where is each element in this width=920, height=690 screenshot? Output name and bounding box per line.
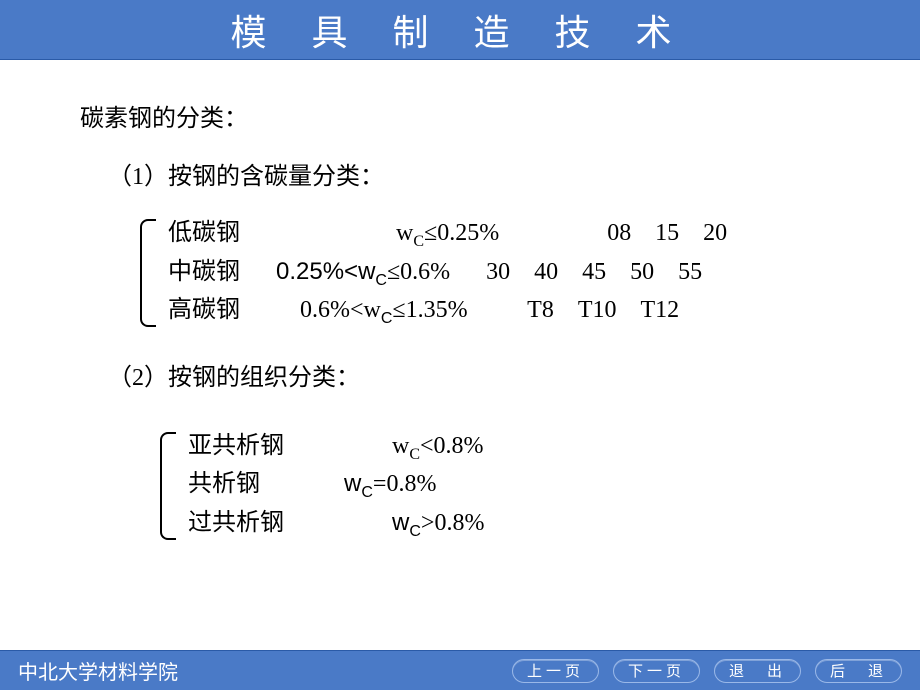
cond-post: ≤1.35%	[392, 297, 467, 323]
cond-post: =0.8%	[373, 471, 437, 497]
cond-sub: C	[409, 445, 420, 462]
slide-content: 碳素钢的分类： （1）按钢的含碳量分类： 低碳钢 wC≤0.25% 08 15 …	[0, 60, 920, 592]
cond-post: <0.8%	[420, 433, 484, 459]
page-title: 模 具 制 造 技 术	[230, 4, 689, 56]
steel-name: 亚共析钢	[188, 433, 284, 459]
cond-pre: w	[344, 470, 361, 497]
spacer	[246, 220, 390, 246]
row-hypoeutectoid: 亚共析钢 wC<0.8%	[188, 428, 840, 467]
cond-sub: C	[413, 233, 424, 250]
back-button[interactable]: 后 退	[815, 659, 902, 683]
cond-pre: w	[392, 509, 409, 536]
footer-org: 中北大学材料学院	[18, 656, 178, 685]
row-mid-carbon: 中碳钢 0.25%<wC≤0.6% 30 40 45 50 55	[168, 254, 840, 293]
spacer	[290, 433, 386, 459]
section2-brace-group: 亚共析钢 wC<0.8% 共析钢 wC=0.8% 过共析钢 wC>0.8%	[160, 428, 840, 544]
steel-name: 过共析钢	[188, 510, 284, 536]
cond-pre: w	[396, 220, 413, 246]
row-eutectoid: 共析钢 wC=0.8%	[188, 466, 840, 505]
cond-sub: C	[361, 484, 373, 501]
examples: T8 T10 T12	[527, 297, 679, 323]
row-high-carbon: 高碳钢 0.6%<wC≤1.35% T8 T10 T12	[168, 292, 840, 331]
footer-bar: 中北大学材料学院 上一页 下一页 退 出 后 退	[0, 650, 920, 690]
footer-nav: 上一页 下一页 退 出 后 退	[512, 659, 902, 683]
section1-brace-group: 低碳钢 wC≤0.25% 08 15 20 中碳钢 0.25%<wC≤0.6% …	[140, 215, 840, 331]
spacer	[246, 297, 294, 323]
row-low-carbon: 低碳钢 wC≤0.25% 08 15 20	[168, 215, 840, 254]
next-button[interactable]: 下一页	[613, 659, 700, 683]
cond-post: >0.8%	[421, 510, 485, 536]
exit-button[interactable]: 退 出	[714, 659, 801, 683]
spacer	[266, 471, 338, 497]
spacer	[246, 259, 270, 285]
cond-sub: C	[375, 271, 387, 288]
spacer	[474, 297, 522, 323]
section1-title: （1）按钢的含碳量分类：	[108, 158, 840, 196]
cond-pre: 0.25%<w	[276, 258, 375, 285]
cond-sub: C	[381, 310, 393, 327]
cond-sub: C	[409, 523, 421, 540]
cond-post: ≤0.25%	[424, 220, 499, 246]
steel-name: 共析钢	[188, 471, 260, 497]
spacer	[456, 259, 480, 285]
steel-name: 中碳钢	[168, 259, 240, 285]
steel-name: 高碳钢	[168, 297, 240, 323]
spacer	[505, 220, 601, 246]
examples: 30 40 45 50 55	[486, 259, 702, 285]
section2-title: （2）按钢的组织分类：	[108, 359, 840, 397]
cond-pre: 0.6%<w	[300, 297, 381, 323]
steel-name: 低碳钢	[168, 220, 240, 246]
row-hypereutectoid: 过共析钢 wC>0.8%	[188, 505, 840, 544]
cond-post: ≤0.6%	[387, 259, 450, 285]
cond-pre: w	[392, 433, 409, 459]
examples: 08 15 20	[607, 220, 727, 246]
header-bar: 模 具 制 造 技 术	[0, 0, 920, 60]
content-heading: 碳素钢的分类：	[80, 100, 840, 138]
spacer	[290, 510, 386, 536]
prev-button[interactable]: 上一页	[512, 659, 599, 683]
